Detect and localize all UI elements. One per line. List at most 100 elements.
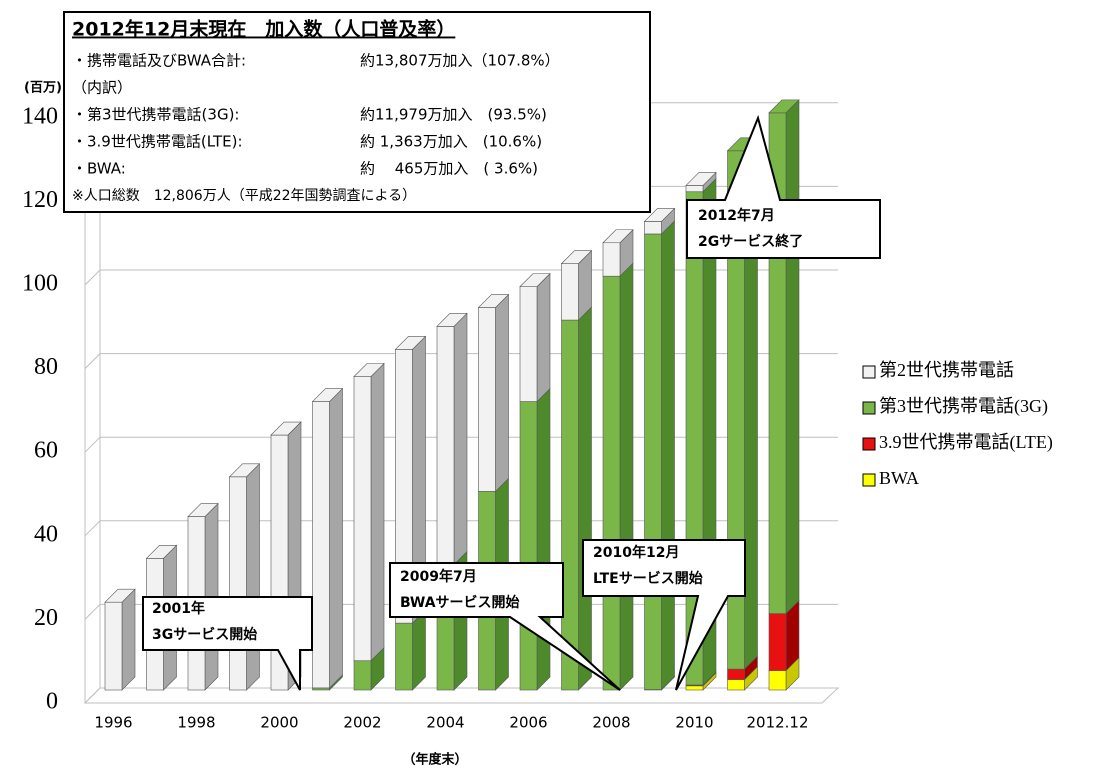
bar-side [453,312,468,566]
callout-text: 3Gサービス開始 [152,626,257,643]
info-label: ・BWA: [72,160,126,178]
info-title: 2012年12月末現在 加入数（人口普及率） [72,18,455,41]
grid-line [84,269,838,286]
info-value: 約 1,363万加入 (10.6%) [360,133,542,151]
legend-label: 第3世代携帯電話(3G) [879,396,1048,417]
bar-top [560,250,593,264]
info-value: 約 465万加入 ( 3.6%) [360,160,538,178]
bar-top [394,336,427,350]
bar [685,685,704,691]
legend-swatch [862,401,876,415]
bar [602,242,621,277]
bar [561,319,579,691]
bar [353,376,372,662]
bar-side [246,463,260,691]
bar [644,233,662,690]
bar-side [121,588,136,691]
callout-text: 2010年12月 [593,544,679,561]
bar-side [619,262,634,691]
bar-side [661,220,675,691]
info-value: 約13,807万加入（107.8%） [360,52,560,70]
y-tick-label: 100 [22,271,58,297]
info-value: 約11,979万加入 (93.5%) [360,106,547,124]
y-tick-label: 120 [22,187,58,213]
info-box: 2012年12月末現在 加入数（人口普及率） ※人口総数 12,806万人（平成… [63,11,651,213]
bar-top [353,363,385,377]
bar [436,326,455,565]
bar-side [412,609,426,691]
bar [229,476,247,691]
callout-text: 2012年7月 [698,207,775,224]
info-label: （内訳） [72,79,132,97]
legend-label: 第2世代携帯電話 [879,360,1014,380]
bar-top [685,172,717,186]
callout-box [389,562,621,691]
bar-side [370,362,385,662]
y-axis-label: (百万) [24,81,62,96]
bar [561,263,579,321]
bar [768,670,787,691]
y-tick-label: 140 [22,103,58,129]
legend-label: 3.9世代携帯電話(LTE) [879,432,1053,453]
y-tick-label: 60 [34,438,58,464]
legend-swatch [862,365,876,379]
callouts: 2001年 3Gサービス開始 2009年7月 BWAサービス開始 2010年12… [142,114,881,691]
info-frame [63,11,651,213]
x-tick-label: 2002 [343,714,381,732]
info-note: ※人口総数 12,806万人（平成22年国勢調査による） [72,188,416,204]
y-tick-label: 20 [34,605,58,631]
y-tick-label: 0 [46,689,58,715]
bar [602,275,621,691]
callout-text: 2Gサービス終了 [698,233,803,250]
bar-top [311,388,344,402]
bar [104,601,123,691]
bar-top [477,294,510,308]
info-label: ・携帯電話及びBWA合計: [72,52,246,70]
bar-top [436,313,468,327]
x-tick-label: 2004 [426,714,464,732]
bar [727,679,745,691]
bar-top [602,229,634,244]
legend-label: BWA [879,468,919,488]
bar-side [785,99,800,615]
callout-text: LTEサービス開始 [593,570,703,587]
bar [644,221,662,235]
y-tick-label: 80 [34,354,58,380]
x-tick-label: 2012.12 [746,714,808,732]
bar-top [270,421,302,436]
legend-swatch [862,437,876,451]
info-label: ・3.9世代携帯電話(LTE): [72,133,243,151]
bar [685,185,704,193]
legend-swatch [862,473,876,487]
x-tick-label: 2010 [675,714,713,732]
callout-text: 2009年7月 [400,568,477,585]
bar-top [768,99,800,114]
callout-text: BWAサービス開始 [400,594,520,611]
callout-box [582,539,746,691]
x-tick-label: 2000 [260,714,298,732]
bar [478,307,496,492]
x-tick-label: 2006 [509,714,547,732]
bar-side [536,272,551,403]
bar [519,401,538,691]
bar [519,286,538,402]
x-tick-label: 2008 [592,714,630,732]
x-axis-label: （年度末） [402,752,467,768]
bar-top [145,545,178,559]
y-tick-label: 40 [34,521,58,547]
info-label: ・第3世代携帯電話(3G): [72,106,239,124]
bar [353,660,372,691]
bar-side [495,293,509,493]
bar-side [536,387,551,691]
bar-top [228,463,261,478]
bar-side [578,306,592,691]
bar [312,401,330,689]
callout-text: 2001年 [152,600,205,617]
bar-top [643,208,676,222]
callout-box [686,114,881,259]
bar [768,613,787,671]
bar [312,687,330,691]
bar-side [329,387,343,689]
